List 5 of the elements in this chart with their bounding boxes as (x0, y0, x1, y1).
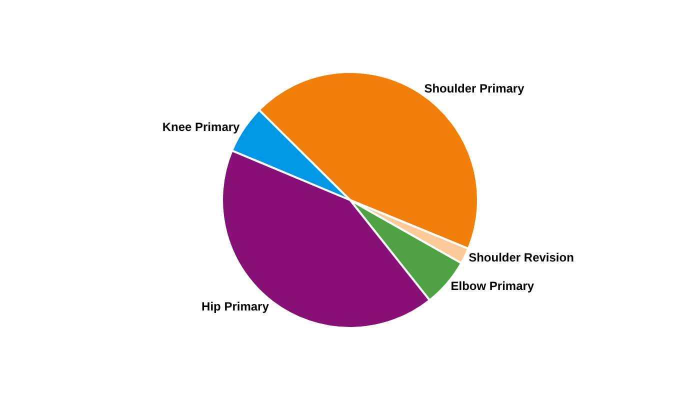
slice-label: Elbow Primary (450, 279, 534, 294)
slice-label: Knee Primary (162, 120, 240, 134)
slice-label: Hip Primary (202, 299, 270, 314)
slice-label: Shoulder Revision (468, 250, 574, 264)
slice-label: Shoulder Primary (424, 81, 525, 96)
